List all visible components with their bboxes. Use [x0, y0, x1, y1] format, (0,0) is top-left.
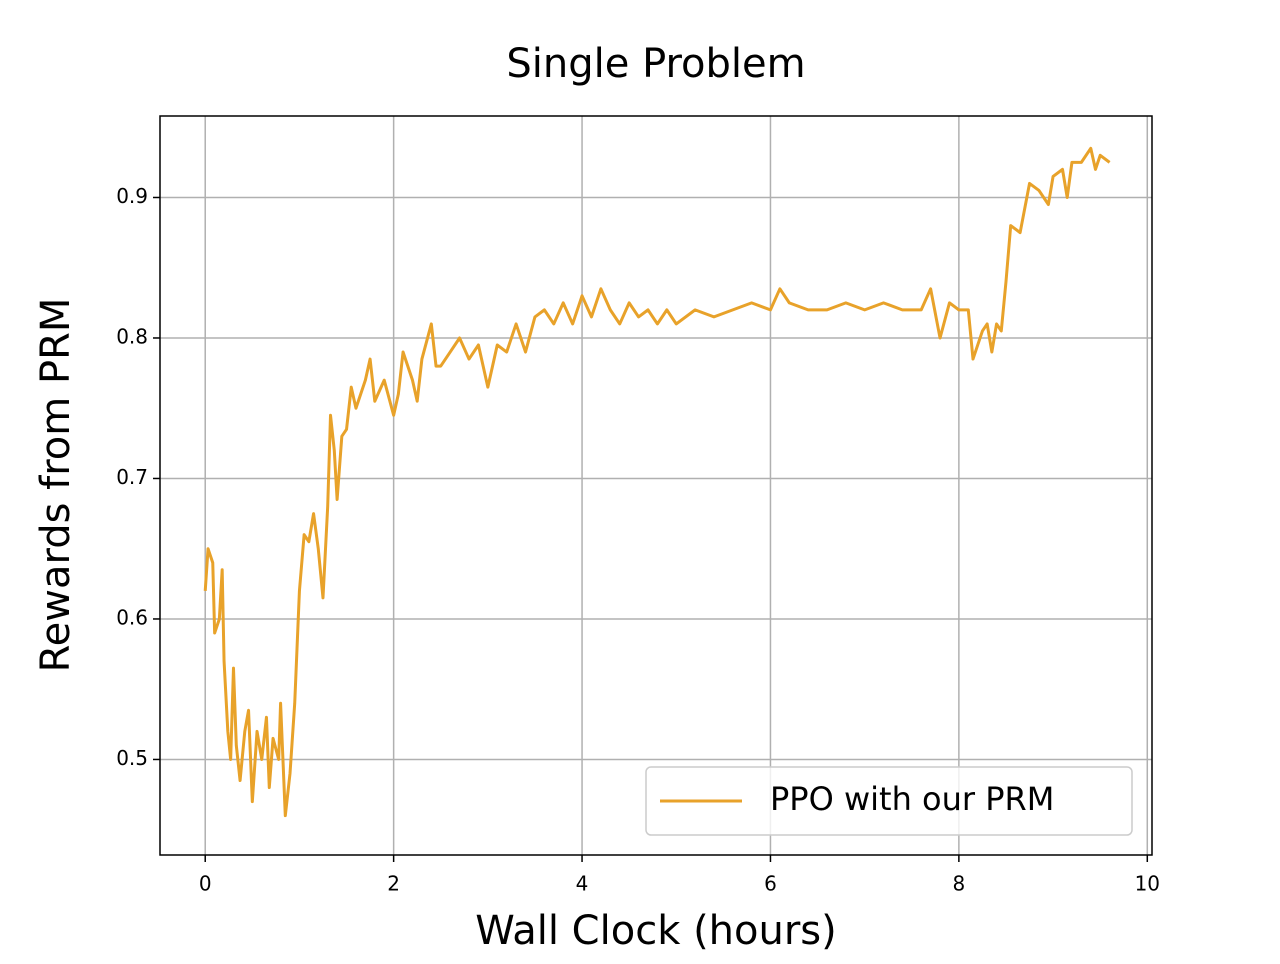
y-axis-label: Rewards from PRM: [33, 298, 79, 673]
x-tick-label: 2: [387, 872, 400, 896]
legend-label: PPO with our PRM: [770, 780, 1054, 818]
y-tick-label: 0.5: [116, 746, 148, 770]
x-tick-label: 8: [953, 872, 966, 896]
x-tick-label: 4: [576, 872, 589, 896]
x-tick-label: 0: [199, 872, 212, 896]
data-line: [203, 146, 1111, 818]
plot-frame: [159, 115, 1153, 856]
legend-box: [645, 766, 1133, 836]
x-tick-label: 6: [764, 872, 777, 896]
y-tick-label: 0.6: [116, 605, 148, 629]
x-tick-label: 10: [1135, 872, 1160, 896]
chart-title: Single Problem: [506, 41, 805, 87]
y-tick-label: 0.8: [116, 324, 148, 348]
x-axis-label: Wall Clock (hours): [475, 908, 837, 954]
y-tick-label: 0.9: [116, 184, 148, 208]
y-tick-label: 0.7: [116, 465, 148, 489]
